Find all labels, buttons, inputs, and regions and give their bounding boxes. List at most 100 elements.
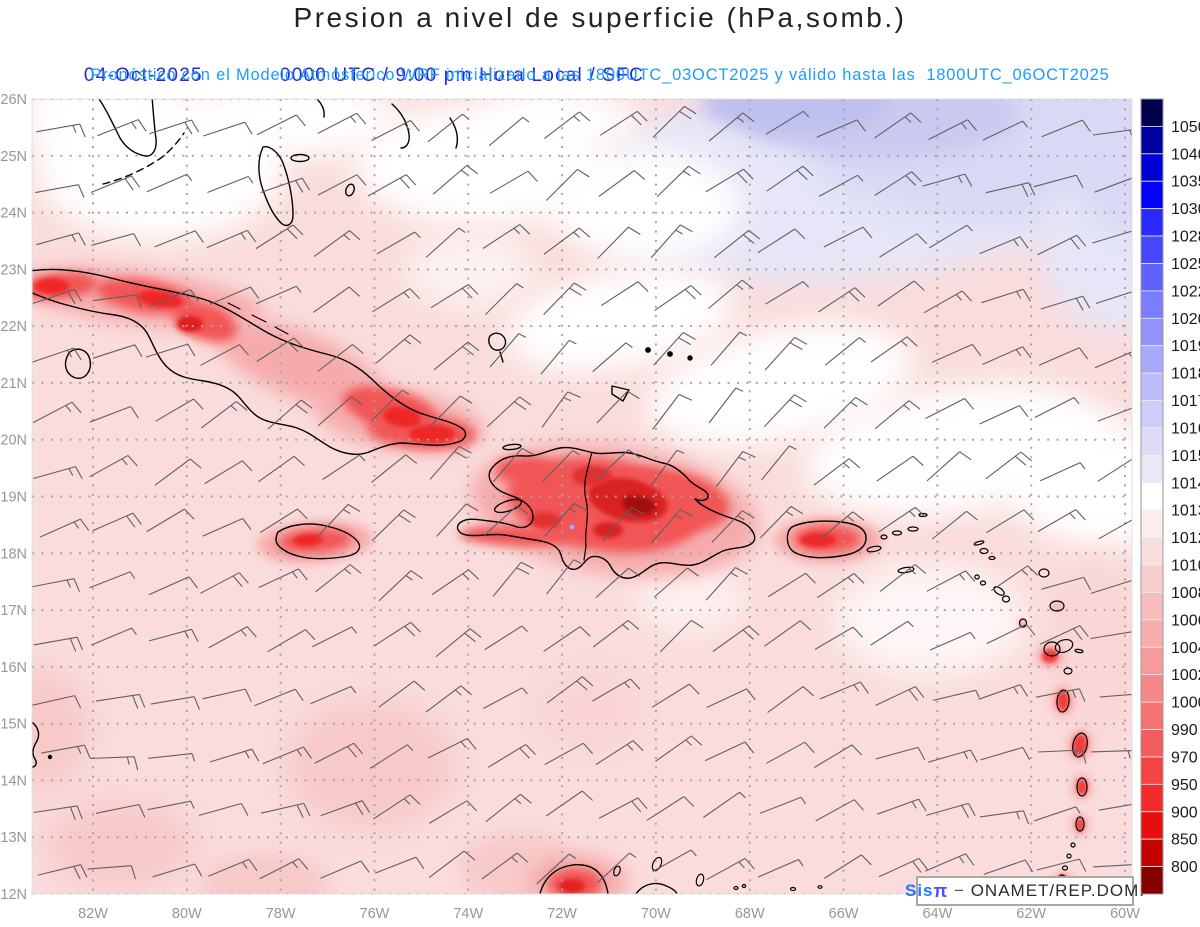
wind-barb (489, 333, 527, 368)
wind-barb (1036, 858, 1087, 872)
wind-barb (761, 445, 797, 481)
wind-barb (90, 627, 137, 646)
coastline-small-island (817, 885, 823, 889)
coastline-bahamas-eleuthera (391, 103, 410, 149)
wind-barb (874, 112, 922, 139)
wind-barb (267, 629, 316, 653)
wind-barb (90, 756, 139, 771)
wind-barb (704, 741, 755, 762)
wind-barb (757, 228, 806, 254)
wind-barb (818, 511, 865, 541)
colorbar-cell (1140, 400, 1164, 429)
pi-symbol: π (933, 880, 949, 901)
wind-barb (370, 389, 410, 422)
lon-tick-label: 66W (829, 906, 859, 922)
lat-tick-label: 21N (0, 376, 27, 392)
wind-barb (432, 165, 479, 195)
coastline-florida (98, 99, 157, 157)
coastline-small-island (918, 512, 928, 518)
wind-barb (484, 625, 528, 651)
wind-barb (371, 509, 416, 541)
wind-barb (703, 791, 746, 818)
wind-barb (596, 852, 637, 884)
colorbar-cell (1140, 564, 1164, 593)
coastline-cuba-keys (227, 302, 289, 335)
wind-barb (148, 628, 199, 642)
wind-barb (765, 110, 810, 135)
wind-barb (148, 753, 196, 762)
coastline-bahamas-new-providence (290, 153, 310, 163)
colorbar-cell (1140, 783, 1164, 813)
wind-barb (876, 455, 924, 482)
coastline-small-island (1054, 638, 1074, 654)
pressure-shading-blob (285, 700, 455, 830)
lat-tick-label: 20N (0, 433, 27, 449)
wind-barb (982, 346, 1032, 366)
wind-barb (427, 113, 470, 143)
wind-barb (428, 850, 476, 879)
wind-barb (978, 684, 1029, 700)
wind-barb (92, 344, 143, 359)
pressure-shading-blob (622, 495, 656, 515)
coastline-crooked-island (488, 332, 507, 363)
wind-barb (485, 283, 524, 315)
wind-barb (209, 286, 260, 305)
wind-barb (262, 746, 312, 765)
wind-barb (816, 573, 865, 599)
wind-barb (492, 561, 534, 597)
wind-barb (818, 174, 864, 197)
coastline-small-island (1001, 595, 1011, 603)
wind-barb (598, 797, 648, 819)
wind-barb (33, 466, 83, 480)
wind-barb (650, 224, 693, 259)
wind-barb (91, 233, 141, 247)
wind-barb (766, 165, 814, 192)
wind-barb (875, 746, 926, 760)
lon-tick-label: 80W (172, 906, 202, 922)
wind-barb (89, 571, 136, 589)
pressure-shading-blob (45, 800, 195, 890)
coastline-small-island (974, 574, 980, 580)
wind-barb (32, 288, 83, 305)
wind-barb (433, 341, 480, 371)
wind-barb (1091, 750, 1132, 759)
wind-barb (592, 678, 641, 702)
wind-barb (255, 224, 304, 250)
colorbar-cell (1140, 619, 1164, 648)
colorbar-cell (1140, 811, 1164, 840)
pressure-shading-blob (1010, 425, 1132, 545)
colorbar-cell (1140, 345, 1164, 374)
wind-barb (198, 802, 249, 817)
wind-barb (598, 170, 646, 198)
wind-barb (602, 506, 645, 541)
wind-barb (317, 344, 364, 372)
colorbar-label: 1015 (1171, 448, 1200, 465)
wind-barb (482, 224, 531, 249)
wind-barb (654, 285, 702, 311)
wind-barb (817, 287, 866, 313)
wind-barb (592, 619, 640, 648)
wind-barb (208, 626, 257, 649)
lat-tick-label: 13N (0, 830, 27, 846)
wind-barb (483, 505, 529, 537)
wind-barb (928, 119, 978, 141)
wind-barb (376, 231, 421, 255)
watermark-separator: − (948, 881, 971, 900)
wind-barb (1038, 749, 1087, 764)
colorbar-label: 1000 (1171, 695, 1200, 712)
watermark-org: ONAMET/REP.DOM. (970, 881, 1146, 900)
lat-tick-label: 22N (0, 319, 27, 335)
wind-barb (870, 336, 918, 363)
datetime-line: 04-Oct-2025 0000 UTC / 9:00 pm Hora Local… (58, 43, 644, 109)
plot-frame (31, 98, 1133, 895)
coastline-small-island (907, 526, 919, 532)
wind-barb (431, 569, 480, 595)
pressure-shading-blob (800, 533, 836, 547)
wind-barb (765, 281, 809, 305)
wind-barb (536, 853, 577, 885)
colorbar-cell (1140, 317, 1164, 347)
wind-barb (541, 391, 581, 428)
wind-barb (546, 676, 594, 704)
coastline-tortue (502, 443, 522, 451)
